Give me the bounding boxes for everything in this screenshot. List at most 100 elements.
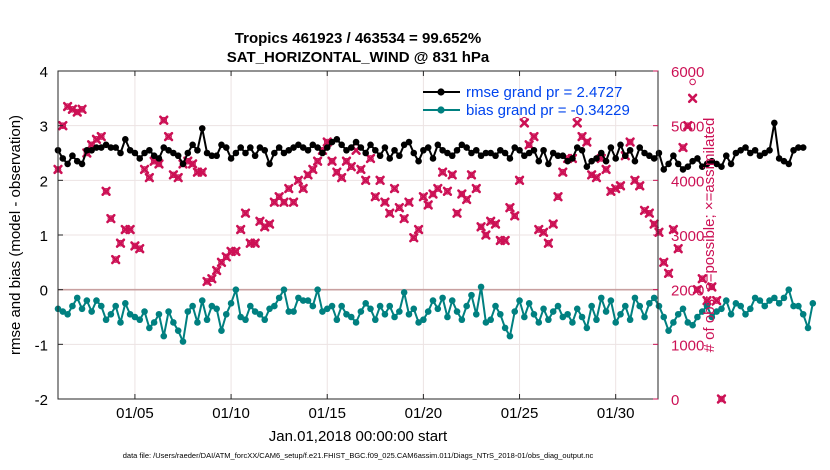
y-axis-label-left: rmse and bias (model - observation) [7,115,24,355]
bias-point [295,294,302,302]
rmse-point [497,146,504,154]
obs-possible-point [227,248,235,255]
bias-point [626,316,634,324]
y-tick-label-left: 1 [40,228,48,245]
rmse-point [708,157,716,165]
rmse-point [232,149,240,157]
rmse-point [386,155,394,162]
rmse-point [588,157,595,165]
rmse-point [69,152,76,160]
bias-point [338,302,345,310]
bias-point [362,300,369,307]
rmse-point [112,144,119,151]
bias-point [559,313,567,321]
bias-point [545,316,552,324]
bias-point [69,302,76,310]
rmse-point [684,163,692,170]
rmse-point [256,144,264,151]
obs-possible-point [261,223,269,231]
bias-point [535,319,543,326]
obs-possible-point [122,226,129,233]
bias-point [670,319,677,326]
bias-point [179,338,187,345]
bias-point [242,316,249,324]
rmse-point [381,144,389,151]
obs-possible-point [203,278,211,285]
bias-point [718,305,725,313]
rmse-point [83,146,91,154]
bias-point [554,302,562,310]
rmse-point [328,138,336,146]
bias-point [266,305,273,313]
rmse-point [88,146,95,154]
obs-possible-point [146,174,153,181]
bias-point [785,286,793,293]
rmse-point [737,146,744,154]
obs-possible-point [357,166,365,173]
y-axis-label-right: # of obs: o=possible; ×=assimilated [701,118,718,353]
bias-point [597,294,605,302]
bias-point [530,310,538,318]
bias-point [122,300,129,307]
rmse-point [722,152,730,160]
obs-possible-point [448,171,456,179]
obs-possible-point [174,174,182,181]
rmse-point [785,160,793,168]
rmse-point [203,149,211,157]
rmse-point [261,146,269,154]
rmse-point [727,160,735,168]
bias-point [261,316,269,324]
obs-possible-point [487,218,494,225]
bias-point [343,310,350,318]
bias-point [713,308,720,315]
rmse-point [376,152,384,160]
bias-point [751,294,759,302]
bias-point [160,332,168,340]
rmse-point [617,141,624,149]
obs-possible-point [511,212,519,220]
rmse-point [208,152,216,160]
bias-point [612,319,619,326]
rmse-point [73,157,81,165]
obs-possible-point [540,228,547,236]
obs-possible-point [338,174,345,181]
obs-possible-point [602,166,610,173]
rmse-point [304,146,312,154]
bias-point [280,286,288,293]
rmse-point [780,157,788,165]
rmse-point [160,144,168,151]
bias-point [453,308,461,315]
bias-point [323,305,331,313]
rmse-point [319,149,326,157]
rmse-point [463,144,470,151]
bias-point [117,319,124,326]
bias-point [660,313,668,321]
y-tick-label-left: -2 [35,392,48,409]
obs-possible-point [136,245,144,252]
rmse-point [444,149,451,157]
rmse-point [501,149,509,157]
bias-point [569,319,576,326]
obs-possible-point [424,201,432,209]
bias-point [237,313,244,321]
rmse-point [559,152,567,160]
obs-possible-point [506,204,514,211]
bias-point [78,305,86,313]
obs-possible-point [646,209,653,217]
obs-possible-point [160,116,168,124]
bias-point [102,316,110,324]
bias-point [771,294,778,302]
y-tick-label-left: 0 [40,283,48,300]
obs-possible-point [698,275,706,283]
y-tick-label-right: 2000 [671,283,704,300]
rmse-point [170,149,177,157]
rmse-point [583,163,591,170]
obs-possible-point [535,226,543,233]
bias-point [107,310,115,318]
obs-possible-point [304,171,312,179]
obs-possible-point [641,207,648,214]
obs-possible-point [367,155,374,162]
obs-possible-point [299,185,307,192]
rmse-point [535,157,543,165]
